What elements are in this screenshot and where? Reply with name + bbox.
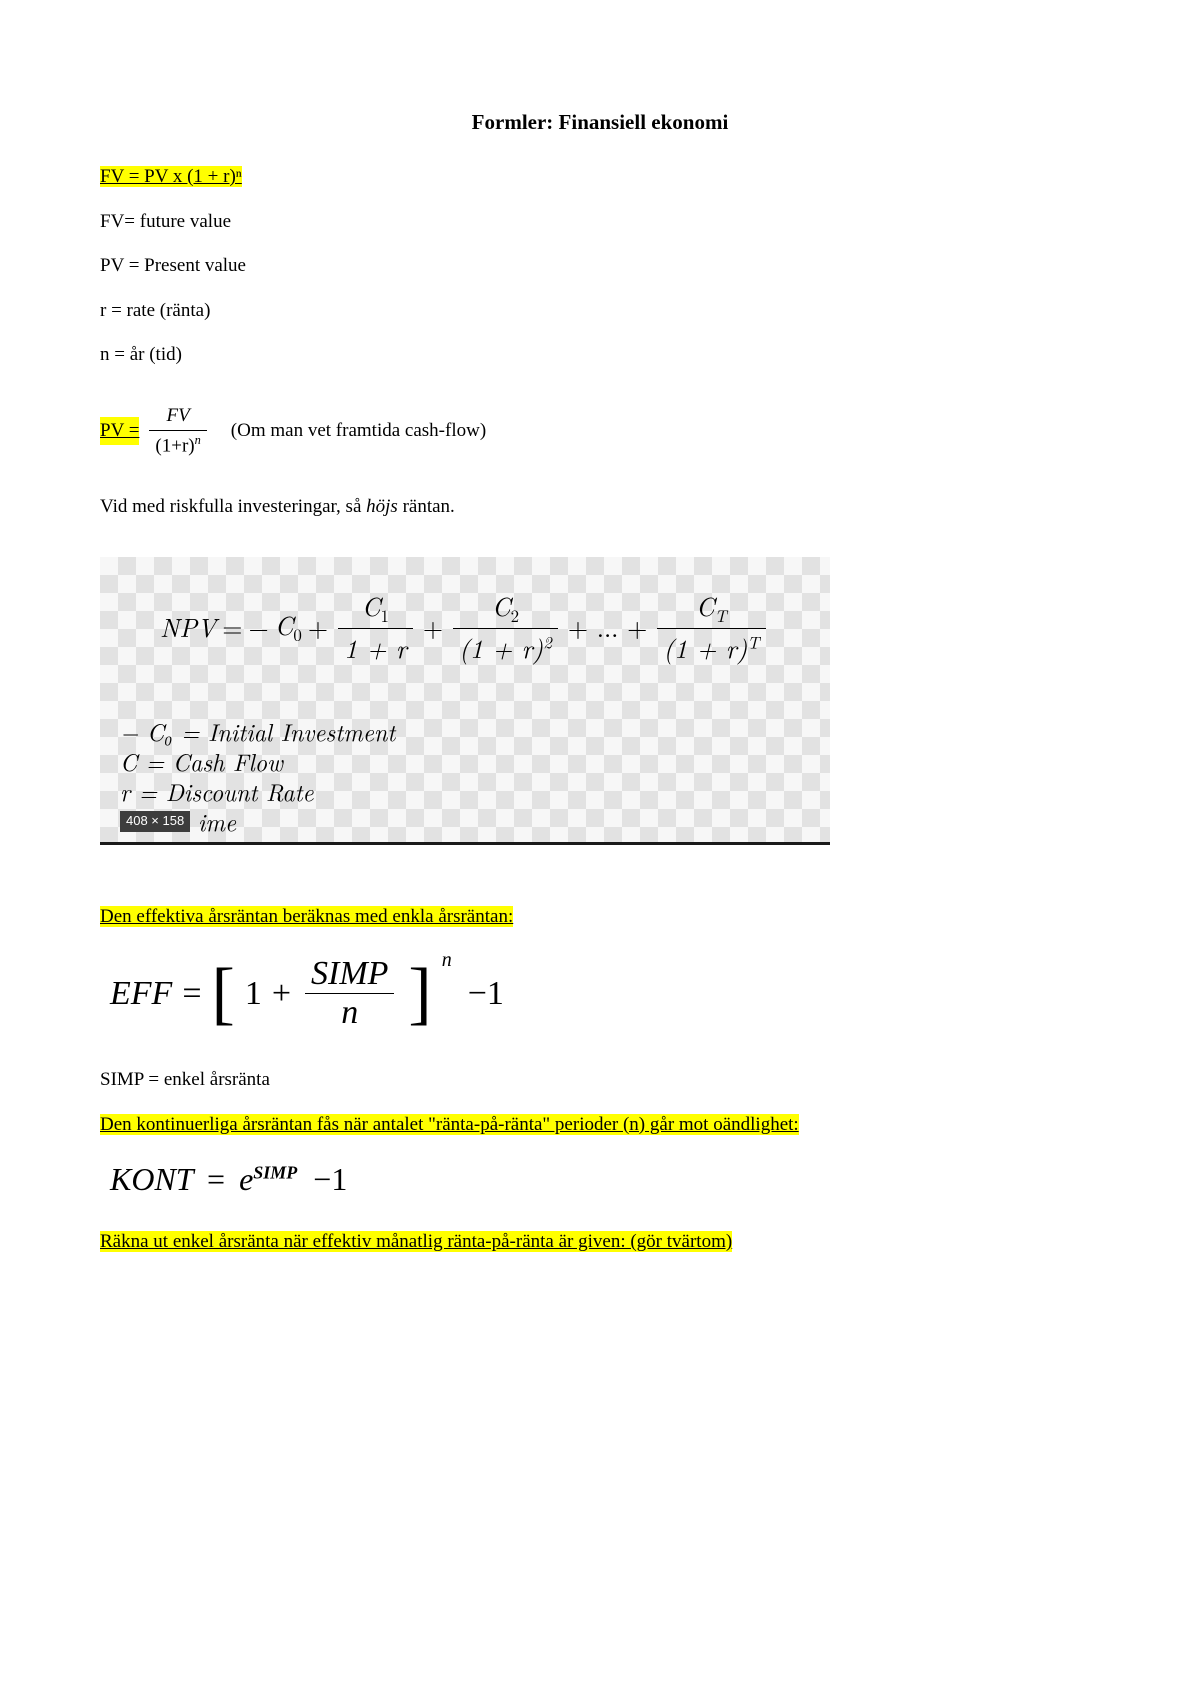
last-heading: Räkna ut enkel årsränta när effektiv mån…	[100, 1231, 732, 1252]
npv-neg: −	[249, 608, 269, 645]
npv-def2: C = Cash Flow	[120, 746, 810, 776]
npv-def1: − C₀ = Initial Investment	[120, 716, 810, 746]
eff-lhs: EFF	[110, 975, 172, 1013]
eff-rbracket: ]	[408, 966, 431, 1022]
npv-termT: CT (1 + r)T	[657, 587, 765, 665]
pv-num: FV	[149, 402, 206, 432]
def-fv: FV= future value	[100, 208, 1100, 237]
kont-lhs: KONT	[110, 1161, 193, 1197]
kont-eq: =	[207, 1161, 225, 1197]
eff-lbracket: [	[212, 966, 235, 1022]
eff-eq: =	[182, 975, 201, 1013]
pv-den: (1+r)n	[149, 431, 206, 461]
pv-formula-line: PV = FV (1+r)n (Om man vet framtida cash…	[100, 402, 486, 461]
npv-c0: C0	[275, 606, 302, 646]
npv-lhs: NPV	[160, 608, 216, 645]
eff-simp: SIMP	[305, 955, 394, 994]
npv-dots: + ... +	[568, 608, 647, 645]
kont-tail: −1	[313, 1161, 347, 1197]
risk-line: Vid med riskfulla investeringar, så höjs…	[100, 493, 1100, 522]
kont-heading: Den kontinuerliga årsräntan fås när anta…	[100, 1114, 799, 1135]
kont-formula: KONT = eSIMP −1	[110, 1161, 1100, 1198]
npv-image-block: NPV = − C0 + C1 1 + r + C2 (1 + r)2 + ..…	[100, 557, 830, 844]
npv-def3: r = Discount Rate	[120, 776, 810, 806]
npv-def4: 408 × 158 ime	[120, 806, 810, 836]
fv-formula-line: FV = PV x (1 + r)ⁿ	[100, 163, 1100, 192]
kont-heading-line: Den kontinuerliga årsräntan fås när anta…	[100, 1111, 1100, 1140]
kont-exp: SIMP	[253, 1162, 297, 1182]
risk-a: Vid med riskfulla investeringar, så	[100, 496, 366, 517]
pv-label: PV =	[100, 417, 139, 446]
document-page: Formler: Finansiell ekonomi FV = PV x (1…	[0, 0, 1200, 1333]
risk-b: höjs	[366, 496, 398, 517]
simp-def: SIMP = enkel årsränta	[100, 1066, 1100, 1095]
eff-heading-line: Den effektiva årsräntan beräknas med enk…	[100, 903, 1100, 932]
npv-plus2: +	[423, 608, 443, 645]
image-dimensions-badge: 408 × 158	[120, 811, 190, 831]
pv-den-exp: n	[195, 433, 201, 447]
eff-n: n	[305, 994, 394, 1032]
npv-def4-tail: ime	[198, 804, 236, 838]
npv-definitions: − C₀ = Initial Investment C = Cash Flow …	[120, 716, 810, 836]
npv-eq-sign: =	[222, 608, 242, 645]
eff-sup: n	[442, 949, 452, 972]
def-r: r = rate (ränta)	[100, 297, 1100, 326]
eff-formula: EFF = [ 1 + SIMP n ] n −1	[110, 955, 1100, 1032]
pv-fraction: FV (1+r)n	[149, 402, 206, 461]
spacer	[100, 845, 1100, 887]
pv-note: (Om man vet framtida cash-flow)	[231, 417, 486, 446]
eff-one: 1	[245, 975, 262, 1013]
eff-heading: Den effektiva årsräntan beräknas med enk…	[100, 906, 513, 927]
npv-term2: C2 (1 + r)2	[453, 587, 558, 665]
npv-term1: C1 1 + r	[338, 587, 413, 665]
pv-den-base: (1+r)	[155, 435, 194, 456]
eff-fraction: SIMP n	[305, 955, 394, 1032]
page-title: Formler: Finansiell ekonomi	[100, 110, 1100, 135]
def-n: n = år (tid)	[100, 341, 1100, 370]
eff-tail: −1	[468, 975, 504, 1013]
npv-equation: NPV = − C0 + C1 1 + r + C2 (1 + r)2 + ..…	[160, 587, 810, 665]
def-pv: PV = Present value	[100, 252, 1100, 281]
kont-e: e	[239, 1161, 253, 1197]
fv-formula: FV = PV x (1 + r)ⁿ	[100, 166, 242, 187]
npv-plus1: +	[308, 608, 328, 645]
risk-c: räntan.	[398, 496, 455, 517]
last-heading-line: Räkna ut enkel årsränta när effektiv mån…	[100, 1228, 1100, 1257]
eff-plus: +	[272, 975, 291, 1013]
